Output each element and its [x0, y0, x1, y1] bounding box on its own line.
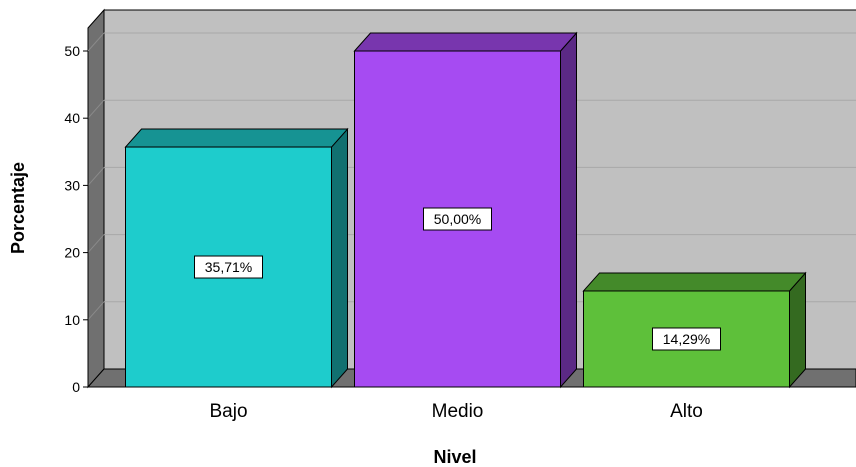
- bars: 35,71% 50,00% 14,29%: [124, 31, 807, 389]
- data-label-box: [652, 327, 721, 351]
- y-tick-label: 30: [64, 177, 80, 193]
- y-axis-ticks: 0 10 20 30 40 50: [64, 43, 89, 395]
- bar-top: [582, 272, 807, 292]
- data-label-box: [194, 255, 263, 279]
- gridline-side: [87, 32, 105, 52]
- y-tick-label: 0: [72, 379, 80, 395]
- y-axis-title: Porcentaje: [8, 162, 28, 254]
- data-label: 14,29%: [663, 331, 710, 347]
- gridline-side: [87, 234, 105, 253]
- bar-side: [560, 31, 577, 389]
- data-label: 35,71%: [205, 259, 252, 275]
- plot-left-wall: [87, 8, 105, 389]
- bar-top: [124, 128, 349, 148]
- gridline-side: [87, 301, 105, 321]
- bar-top: [353, 32, 578, 52]
- y-tick-label: 10: [64, 312, 80, 328]
- data-label: 50,00%: [434, 211, 481, 227]
- bar-side: [331, 127, 348, 389]
- x-tick-label: Medio: [432, 401, 484, 422]
- y-tick-label: 20: [64, 245, 80, 261]
- bar-medio: 50,00%: [353, 31, 578, 389]
- x-tick-label: Alto: [670, 401, 703, 422]
- data-label-box: [423, 207, 492, 231]
- gridline-side: [87, 99, 105, 119]
- bar-bajo: 35,71%: [124, 127, 349, 389]
- x-axis-title: Nivel: [433, 447, 476, 467]
- x-tick-label: Bajo: [209, 401, 247, 422]
- x-axis-ticks: Bajo Medio Alto: [209, 401, 702, 422]
- gridline-side: [87, 167, 105, 186]
- y-tick-label: 50: [64, 43, 80, 59]
- bar-side: [789, 271, 806, 389]
- y-tick-label: 40: [64, 110, 80, 126]
- bar-alto: 14,29%: [582, 271, 807, 389]
